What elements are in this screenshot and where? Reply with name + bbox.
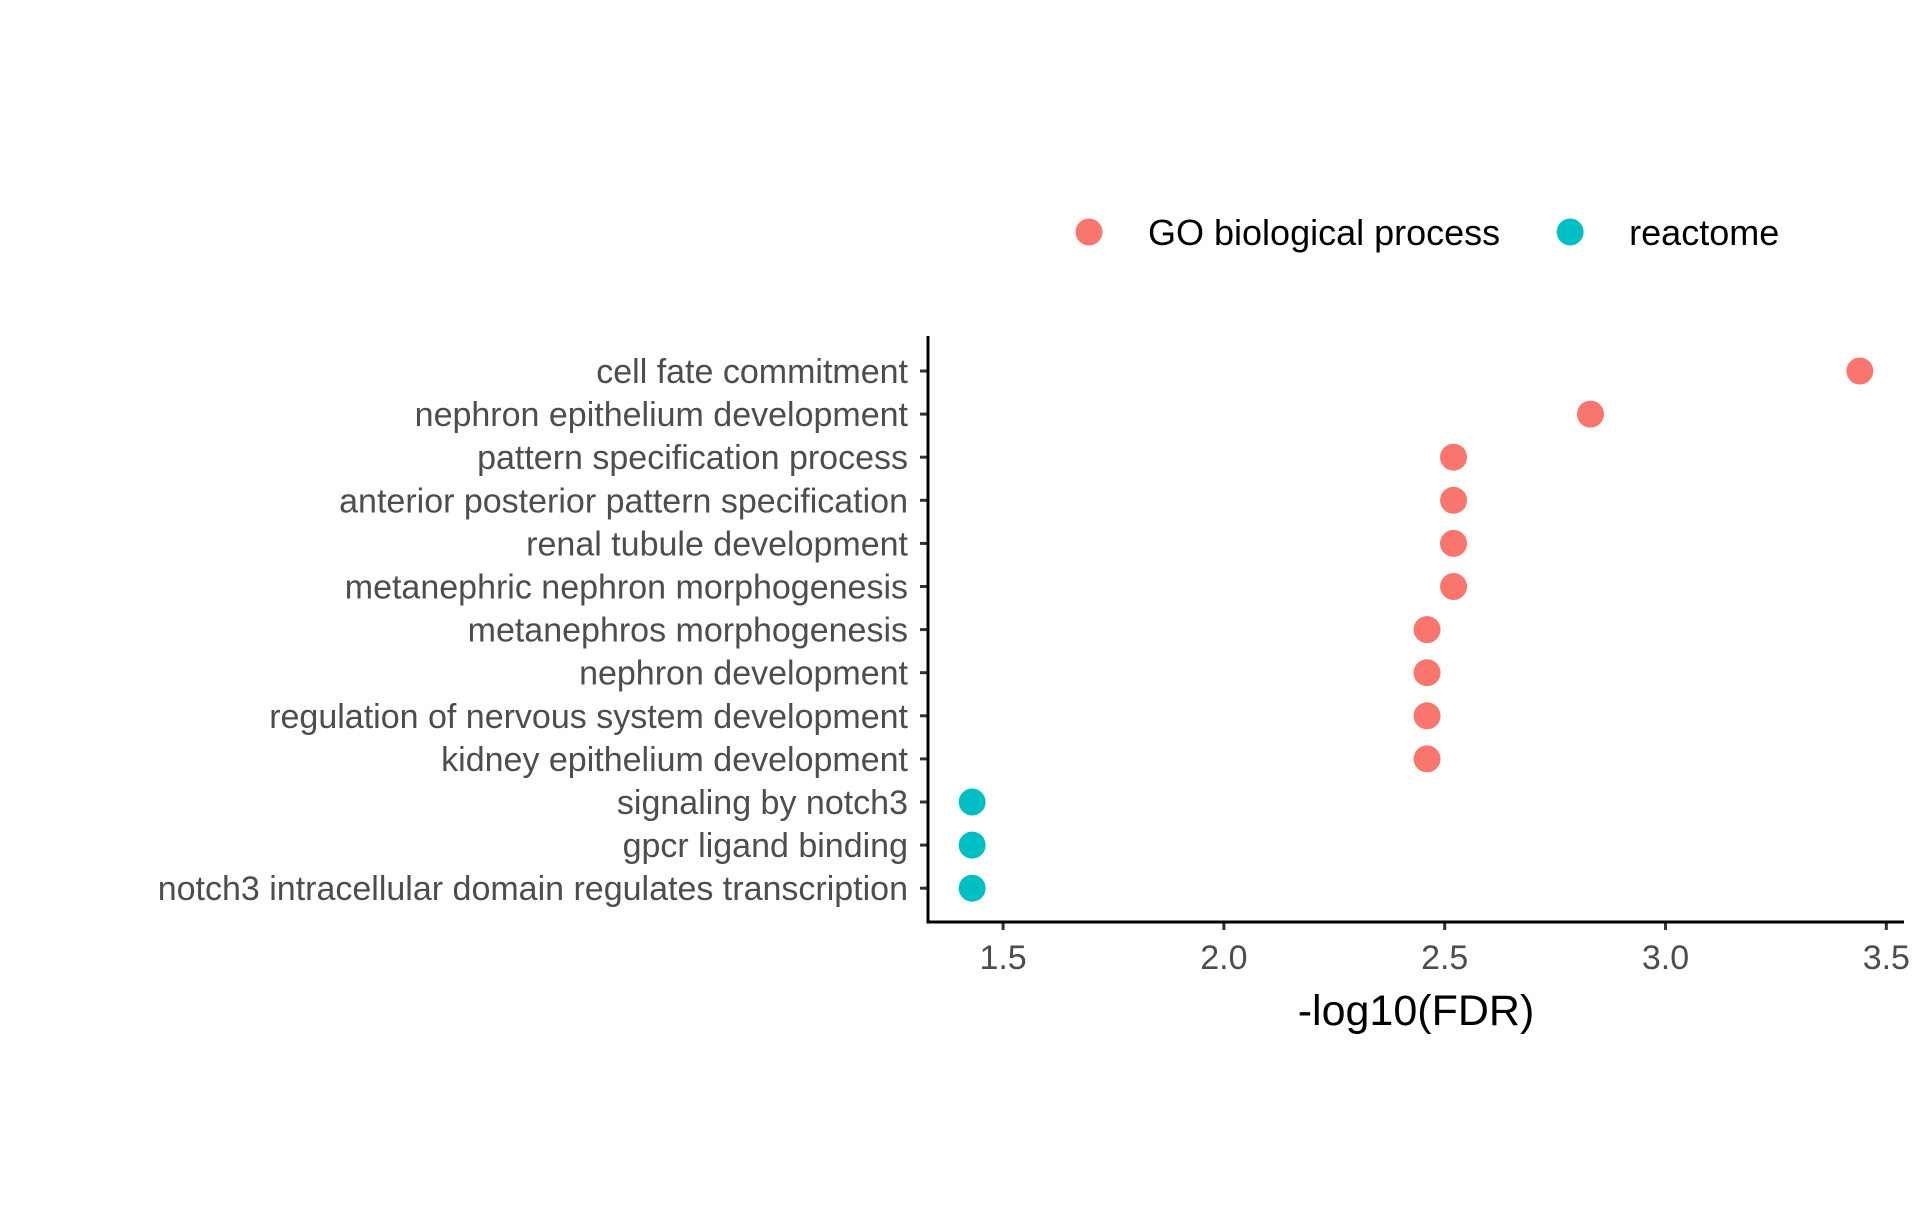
data-point — [958, 788, 986, 816]
data-points — [958, 357, 1874, 902]
data-point — [1440, 443, 1468, 471]
x-axis-title: -log10(FDR) — [1298, 987, 1535, 1035]
y-tick-label: pattern specification process — [477, 439, 908, 477]
legend: GO biological process reactome — [1075, 212, 1779, 253]
legend-key — [1075, 218, 1103, 246]
data-point — [1846, 357, 1874, 385]
y-tick-label: gpcr ligand binding — [623, 827, 908, 865]
y-tick-label: nephron development — [579, 655, 908, 693]
y-tick-label: anterior posterior pattern specification — [339, 482, 908, 520]
y-tick-label: signaling by notch3 — [617, 784, 908, 822]
data-point — [1413, 745, 1441, 773]
x-tick-label: 2.0 — [1200, 939, 1247, 977]
data-point — [1440, 529, 1468, 557]
data-point — [1413, 659, 1441, 687]
y-tick-label: metanephric nephron morphogenesis — [345, 569, 908, 607]
legend-label: GO biological process — [1148, 212, 1500, 253]
legend-label: reactome — [1629, 212, 1779, 253]
data-point — [1413, 616, 1441, 644]
y-tick-label: notch3 intracellular domain regulates tr… — [158, 870, 908, 908]
data-point — [1576, 400, 1604, 428]
data-point — [958, 874, 986, 902]
x-tick-label: 3.5 — [1863, 939, 1910, 977]
x-tick-label: 2.5 — [1421, 939, 1468, 977]
y-tick-label: regulation of nervous system development — [269, 698, 908, 736]
data-point — [1413, 702, 1441, 730]
y-axis-ticks: cell fate commitment nephron epithelium d… — [158, 353, 928, 908]
data-point — [1440, 486, 1468, 514]
y-tick-label: metanephros morphogenesis — [468, 612, 908, 650]
y-tick-label: kidney epithelium development — [441, 741, 908, 779]
x-axis-ticks: 1.5 2.0 2.5 3.0 3.5 — [979, 922, 1910, 977]
y-tick-label: renal tubule development — [526, 525, 908, 563]
y-tick-label: nephron epithelium development — [415, 396, 909, 434]
legend-key — [1556, 218, 1584, 246]
y-tick-label: cell fate commitment — [596, 353, 908, 391]
x-tick-label: 1.5 — [979, 939, 1026, 977]
data-point — [1440, 573, 1468, 600]
data-point — [958, 831, 986, 859]
x-tick-label: 3.0 — [1642, 939, 1689, 977]
